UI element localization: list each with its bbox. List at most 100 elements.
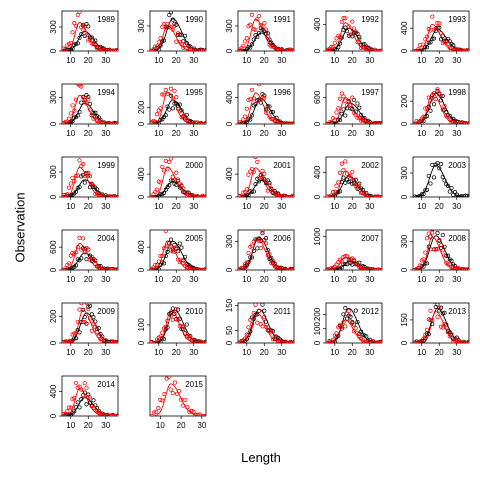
- red-data-point: [274, 120, 279, 124]
- red-data-point: [80, 236, 86, 241]
- x-tick-label: 10: [156, 421, 165, 430]
- black-data-point: [451, 43, 456, 48]
- red-data-point: [108, 121, 114, 124]
- red-data-point: [89, 328, 94, 333]
- black-data-point: [434, 84, 438, 85]
- black-data-point: [181, 258, 186, 263]
- red-data-point: [336, 260, 341, 265]
- panel-frame: [61, 375, 119, 417]
- black-data-point: [466, 121, 469, 124]
- black-data-point: [259, 295, 262, 298]
- y-tick-label: 0: [313, 121, 322, 126]
- y-tick-label: 0: [400, 267, 409, 272]
- red-data-point: [246, 250, 251, 255]
- red-data-point: [265, 34, 270, 39]
- black-data-point: [84, 402, 89, 407]
- red-data-point: [91, 42, 96, 47]
- red-data-point: [72, 396, 77, 401]
- red-data-point: [170, 391, 175, 396]
- x-tick-label: 30: [189, 56, 198, 65]
- panel-2000: 2000 10 20 30 0 400: [137, 156, 207, 211]
- red-data-point: [189, 408, 194, 413]
- red-data-point: [160, 330, 165, 335]
- panel-frame: [412, 229, 470, 271]
- panel-2004: 2004 10 20 30 0 600: [49, 229, 119, 284]
- red-data-point: [151, 340, 156, 343]
- red-data-point: [330, 337, 336, 342]
- black-data-point: [430, 322, 435, 327]
- red-data-point: [267, 252, 272, 257]
- black-data-point: [167, 107, 172, 112]
- red-data-point: [291, 48, 294, 51]
- red-data-point: [172, 23, 177, 29]
- red-series-line: [238, 18, 294, 51]
- red-data-point: [332, 118, 337, 123]
- black-data-point: [431, 175, 437, 180]
- black-data-point: [353, 262, 358, 267]
- red-data-point: [281, 266, 286, 270]
- black-data-point: [445, 183, 451, 188]
- red-data-point: [170, 317, 175, 322]
- red-data-point: [115, 340, 118, 343]
- red-data-point: [168, 387, 173, 392]
- red-data-point: [416, 47, 421, 51]
- black-data-point: [447, 189, 452, 194]
- panel-frame: [412, 10, 470, 52]
- red-data-point: [66, 261, 72, 266]
- panel-frame: [325, 302, 383, 344]
- panel-1995: 1995 10 20 30 0 200: [137, 83, 207, 138]
- red-data-point: [246, 172, 251, 177]
- x-tick-label: 10: [330, 275, 339, 284]
- black-data-point: [77, 405, 82, 410]
- red-data-point: [179, 397, 184, 402]
- red-data-point: [249, 166, 255, 172]
- panel-year-label: 2007: [361, 234, 379, 243]
- red-data-point: [424, 34, 430, 39]
- red-data-point: [251, 239, 256, 244]
- panel-plot-area: [326, 91, 382, 124]
- red-data-point: [162, 392, 167, 397]
- black-data-point: [203, 339, 206, 343]
- black-data-point: [449, 258, 454, 263]
- red-data-point: [75, 12, 80, 18]
- black-data-point: [70, 46, 75, 51]
- y-tick-label: 0: [400, 121, 409, 126]
- red-data-point: [84, 101, 89, 106]
- x-tick-label: 20: [84, 275, 93, 284]
- black-data-point: [72, 336, 77, 341]
- red-data-point: [244, 260, 249, 265]
- black-data-point: [165, 249, 170, 254]
- black-data-point: [440, 93, 445, 99]
- red-data-point: [158, 253, 163, 259]
- red-data-point: [114, 340, 118, 343]
- black-data-point: [73, 336, 79, 341]
- x-tick-label: 10: [330, 202, 339, 211]
- red-data-point: [248, 317, 253, 322]
- black-data-point: [158, 192, 163, 197]
- red-data-point: [174, 95, 179, 100]
- red-data-point: [343, 324, 348, 329]
- red-data-point: [75, 319, 80, 324]
- red-data-point: [253, 303, 258, 307]
- red-data-point: [351, 257, 357, 263]
- black-data-point: [251, 37, 256, 42]
- red-data-point: [350, 95, 355, 100]
- red-data-point: [107, 121, 112, 124]
- panel-plot-area: [62, 303, 118, 343]
- panel-plot-area: [326, 159, 382, 197]
- panel-plot-area: [150, 157, 206, 197]
- red-data-point: [355, 115, 360, 120]
- red-data-point: [100, 120, 105, 124]
- red-data-point: [163, 324, 168, 329]
- x-tick-label: 30: [189, 275, 198, 284]
- red-data-point: [378, 194, 382, 197]
- red-data-point: [150, 339, 154, 343]
- black-data-point: [255, 312, 260, 317]
- black-data-point: [79, 256, 84, 261]
- panel-frame: [61, 10, 119, 52]
- black-data-point: [339, 35, 344, 40]
- black-data-point: [93, 110, 98, 115]
- panel-plot-area: [62, 380, 118, 416]
- panel-plot-area: [413, 160, 469, 197]
